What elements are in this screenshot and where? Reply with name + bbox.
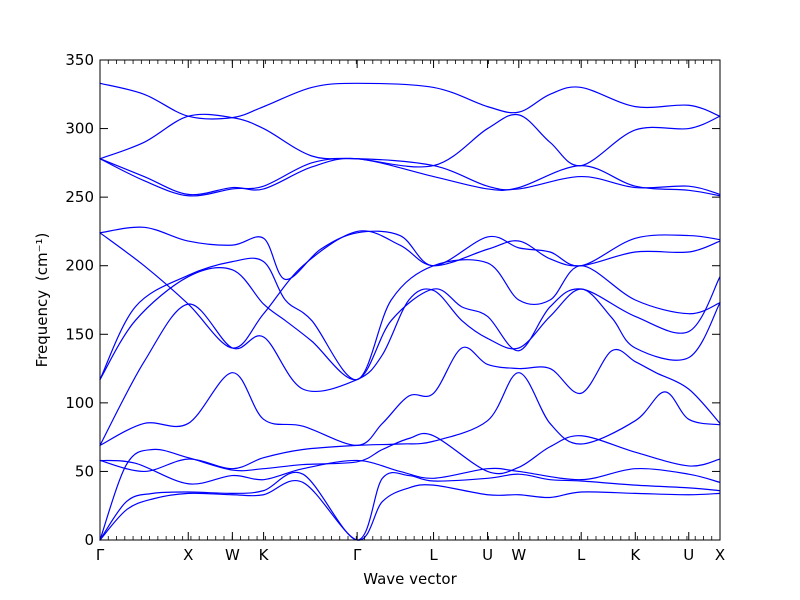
x-tick-label: L bbox=[577, 546, 586, 564]
x-tick-label: X bbox=[715, 546, 725, 564]
x-tick-label: K bbox=[259, 546, 270, 564]
y-tick-label: 150 bbox=[65, 325, 94, 343]
x-tick-label: Γ bbox=[353, 546, 362, 564]
y-axis-title: Frequency (cm⁻¹) bbox=[33, 233, 51, 368]
y-axis: 0 50 100 150 200 250 300 350 bbox=[65, 51, 720, 549]
band-line-12 bbox=[99, 157, 721, 197]
x-axis-title: Wave vector bbox=[363, 570, 457, 588]
band-line-3 bbox=[99, 432, 721, 541]
bands-layer bbox=[99, 82, 721, 541]
y-axis-title-text: Frequency bbox=[33, 290, 51, 368]
y-tick-label: 50 bbox=[75, 462, 94, 480]
y-tick-label: 350 bbox=[65, 51, 94, 69]
band-line-11 bbox=[99, 226, 721, 281]
band-line-4 bbox=[99, 459, 721, 485]
y-tick-label: 200 bbox=[65, 257, 94, 275]
band-line-5 bbox=[99, 372, 721, 473]
y-tick-label: 100 bbox=[65, 394, 94, 412]
band-line-13 bbox=[99, 157, 721, 197]
x-tick-label: K bbox=[630, 546, 641, 564]
band-line-9 bbox=[99, 257, 721, 381]
band-line-8 bbox=[99, 267, 721, 381]
band-line-15 bbox=[99, 82, 721, 120]
y-axis-title-unit: (cm⁻¹) bbox=[33, 233, 51, 282]
x-tick-label: X bbox=[183, 546, 193, 564]
x-tick-label: U bbox=[683, 546, 694, 564]
y-tick-label: 300 bbox=[65, 120, 94, 138]
band-line-6 bbox=[99, 346, 721, 446]
band-line-10 bbox=[99, 230, 721, 349]
x-tick-label: L bbox=[429, 546, 438, 564]
x-tick-label: U bbox=[482, 546, 493, 564]
x-tick-label: W bbox=[511, 546, 526, 564]
band-line-1 bbox=[99, 480, 721, 541]
y-tick-label: 250 bbox=[65, 188, 94, 206]
band-line-14 bbox=[99, 113, 721, 168]
band-line-2 bbox=[99, 471, 721, 541]
x-tick-label: Γ bbox=[96, 546, 105, 564]
x-tick-label: W bbox=[225, 546, 240, 564]
y-tick-label: 0 bbox=[84, 531, 94, 549]
plot-frame bbox=[99, 59, 721, 541]
